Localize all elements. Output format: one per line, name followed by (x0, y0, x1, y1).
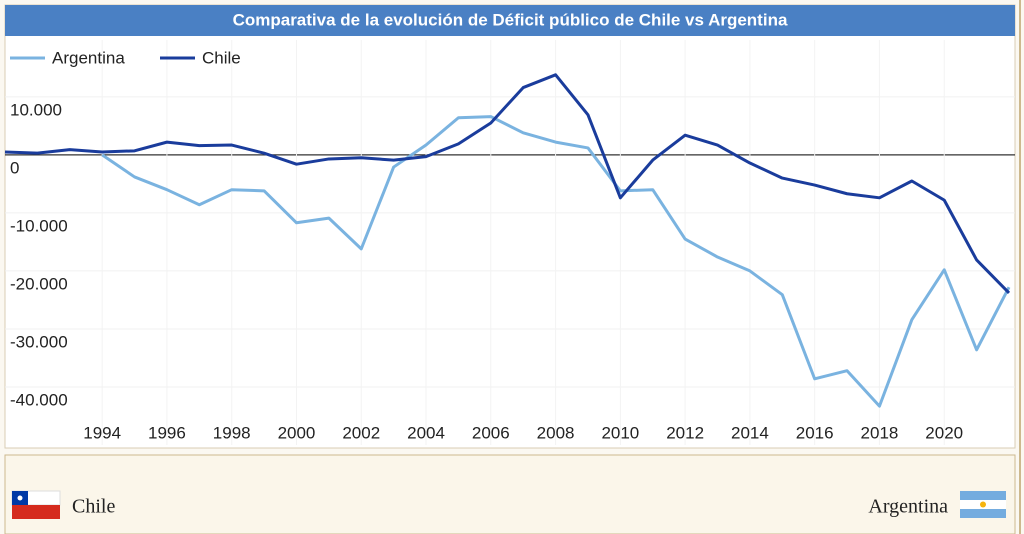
footer-right: Argentina (868, 496, 948, 518)
chart-frame (4, 4, 1016, 449)
y-tick-label: -40.000 (10, 390, 68, 409)
x-tick-label: 2008 (537, 423, 575, 442)
x-tick-label: 1998 (213, 423, 251, 442)
title-bar (5, 5, 1015, 36)
x-tick-label: 1994 (83, 423, 121, 442)
chart-title: Comparativa de la evolución de Déficit p… (233, 10, 788, 29)
x-tick-label: 2012 (666, 423, 704, 442)
x-tick-label: 1996 (148, 423, 186, 442)
y-tick-label: 10.000 (10, 100, 62, 119)
y-tick-label: -10.000 (10, 216, 68, 235)
x-tick-label: 2018 (861, 423, 899, 442)
footer-left: Chile (72, 496, 115, 518)
y-tick-label: 0 (10, 158, 19, 177)
x-tick-label: 2006 (472, 423, 510, 442)
y-tick-label: -20.000 (10, 274, 68, 293)
x-tick-label: 2020 (925, 423, 963, 442)
x-tick-label: 2016 (796, 423, 834, 442)
series-line (101, 115, 1011, 408)
series-line (4, 73, 1011, 295)
x-tick-label: 2004 (407, 423, 445, 442)
x-tick-label: 2014 (731, 423, 769, 442)
x-tick-label: 2010 (601, 423, 639, 442)
flag-chile (11, 490, 61, 519)
legend-label: Argentina (52, 48, 125, 67)
footer-panel (4, 454, 1016, 534)
x-tick-label: 2002 (342, 423, 380, 442)
y-tick-label: -30.000 (10, 332, 68, 351)
legend-label: Chile (202, 48, 241, 67)
flag-argentina (960, 491, 1006, 518)
x-tick-label: 2000 (278, 423, 316, 442)
